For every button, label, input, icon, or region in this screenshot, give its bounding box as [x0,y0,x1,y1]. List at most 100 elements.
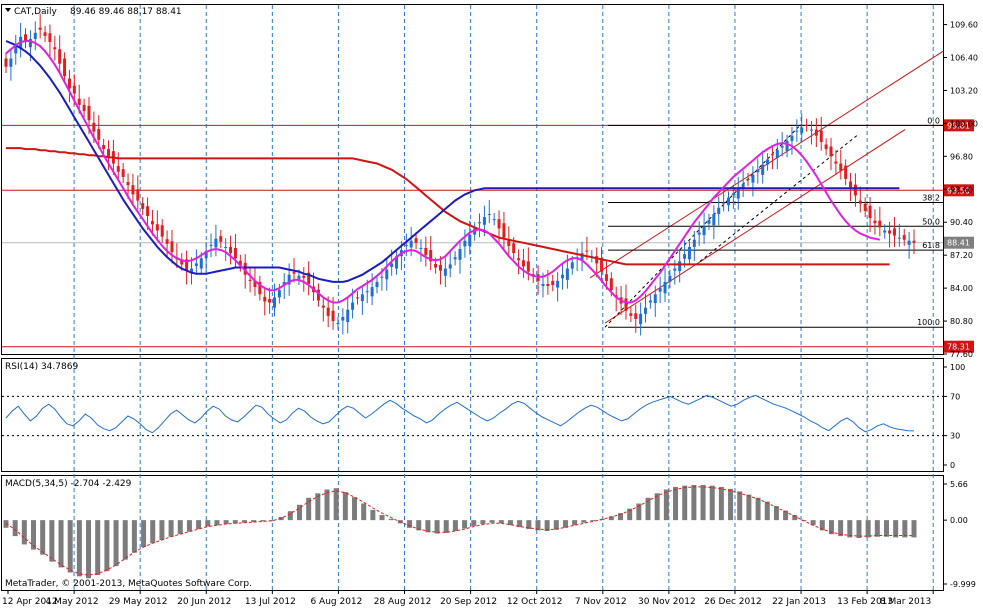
ma-slow-line [5,40,900,283]
macd-histogram-bar [49,520,55,562]
candle-body [717,207,721,214]
candle-body [131,185,135,195]
candle-body [541,283,545,287]
price-level-tag-label: 78.31 [947,343,970,352]
macd-histogram-bar [232,520,238,524]
candle-body [805,124,809,126]
candle-body [878,220,882,228]
date-label: 13 Feb 2013 [837,597,893,607]
candle-body [58,49,62,64]
macd-histogram-bar [260,520,266,522]
candle-body [829,146,833,157]
macd-histogram-bar [581,520,587,523]
macd-histogram-bar [443,520,449,533]
current-price-tag [944,236,974,249]
macd-histogram-bar [526,520,532,530]
candle-body [858,200,862,204]
price-tick-label: 106.40 [950,54,978,63]
candle-body [487,213,491,215]
candle-body [414,238,418,243]
macd-histogram-bar [241,520,247,523]
candle-body [248,279,252,281]
macd-histogram-bar [507,520,513,526]
macd-histogram-bar [847,520,853,538]
macd-histogram-bar [434,520,440,534]
macd-panel-frame [1,475,944,591]
candle-body [272,297,276,308]
macd-histogram-bar [654,493,660,521]
date-label: 29 May 2012 [109,597,168,607]
macd-histogram-bar [104,520,110,572]
fibo-level-label: 38.2 [922,193,940,202]
candle-body [121,169,125,177]
candle-body [185,259,189,271]
candle-body [331,310,335,322]
candle-body [683,254,687,259]
candle-body [658,288,662,292]
macd-histogram-bar [709,485,715,521]
macd-histogram-bar [828,520,834,535]
macd-histogram-bar [865,520,871,538]
price-level-tag [944,340,974,353]
candle-body [190,268,194,274]
candle-body [668,275,672,282]
candle-body [77,98,81,105]
macd-histogram-bar [122,520,128,560]
candle-body [546,283,550,287]
candle-body [380,276,384,278]
candle-body [434,263,438,268]
chart-title: CAT,Daily [14,7,58,17]
chart-menu-triangle-icon[interactable] [5,8,11,12]
candle-body [224,246,228,248]
price-level-tag [944,119,974,132]
macd-histogram-bar [388,518,394,521]
price-tick-label: 109.60 [950,21,978,30]
candle-body [883,230,887,233]
candle-body [502,223,506,238]
candle-body [873,220,877,224]
candle-body [355,297,359,299]
macd-histogram-bar [168,520,174,537]
candle-body [653,294,657,304]
macd-histogram-bar [407,520,413,528]
candle-body [316,289,320,301]
macd-histogram-bar [544,520,550,532]
macd-histogram-bar [352,497,358,521]
candle-body [253,280,257,288]
macd-histogram-bar [902,520,908,538]
candle-body [780,146,784,148]
macd-histogram-bar [856,520,862,539]
candle-body [282,281,286,286]
ma-long-line [6,147,890,266]
candle-body [629,313,633,316]
macd-tick-label: -9.999 [950,580,976,589]
candle-body [648,300,652,303]
candle-body [775,150,779,158]
macd-histogram-bar [205,520,211,527]
macd-histogram-bar [58,520,64,568]
candle-body [468,234,472,246]
macd-histogram-bar [333,488,339,521]
candle-body [790,135,794,141]
candle-body [43,32,47,36]
macd-histogram-bar [287,511,293,521]
candle-body [219,236,223,242]
macd-histogram-bar [416,520,422,531]
candle-body [243,262,247,275]
rsi-panel-frame [1,358,944,472]
macd-histogram-bar [893,520,899,538]
fibonacci-retracement: 0.0 38.2 50.0 61.8 100.0 [604,116,943,328]
candle-body [766,159,770,165]
rsi-tick-label: 30 [950,432,960,441]
rsi-title: RSI(14) 34.7869 [5,362,78,372]
macd-histogram-bar [223,520,229,524]
macd-title: MACD(5,34,5) -2.704 -2.429 [5,479,132,489]
candle-body [844,165,848,179]
candle-body [194,263,198,266]
macd-histogram-bar [141,520,147,547]
candle-body [72,85,76,94]
candle-body [385,269,389,280]
candle-body [375,281,379,288]
candle-body [160,225,164,237]
